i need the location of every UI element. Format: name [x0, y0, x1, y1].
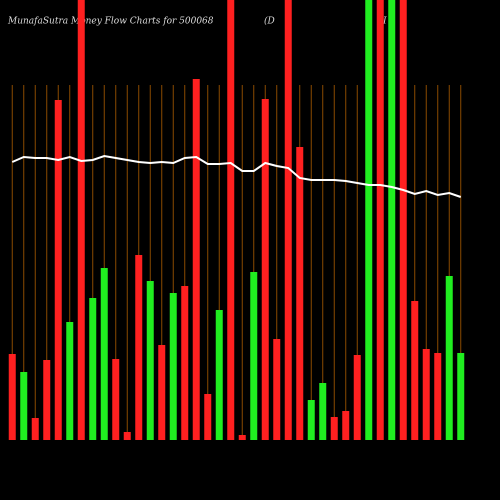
bar	[399, 0, 407, 440]
bar	[319, 383, 327, 440]
bar	[123, 432, 131, 440]
bar	[365, 0, 373, 440]
bar	[353, 355, 361, 440]
bar	[457, 353, 465, 440]
bar	[112, 359, 120, 440]
bar	[31, 418, 39, 440]
bar	[411, 301, 419, 440]
bar	[422, 349, 430, 440]
bar	[158, 345, 166, 440]
bar	[273, 339, 281, 440]
chart-title: MunafaSutra Money Flow Charts for 500068	[7, 17, 214, 27]
bar	[261, 99, 269, 440]
bar	[100, 268, 108, 440]
bar	[146, 281, 154, 440]
bar	[342, 411, 350, 440]
chart-subtitle: (D	[264, 16, 275, 27]
bar	[54, 100, 62, 440]
bar	[434, 353, 442, 440]
bar	[192, 79, 200, 440]
bar	[307, 400, 315, 440]
bar	[66, 322, 74, 440]
plot-area	[8, 0, 465, 440]
bar	[376, 0, 384, 440]
bar	[77, 0, 85, 440]
bar	[227, 0, 235, 440]
annotation: I	[382, 17, 387, 27]
bar	[43, 360, 51, 440]
bar	[89, 298, 97, 440]
bar	[169, 293, 177, 440]
bar	[296, 147, 304, 440]
bar	[215, 310, 223, 440]
bar	[445, 276, 453, 440]
line	[11, 154, 462, 198]
bar	[284, 0, 292, 440]
bar	[8, 354, 16, 440]
bar	[238, 435, 246, 440]
bar	[388, 0, 396, 440]
bar	[204, 394, 212, 440]
bar	[20, 372, 28, 440]
bar	[181, 286, 189, 440]
bar	[135, 255, 143, 440]
bar	[330, 417, 338, 440]
bar	[250, 272, 258, 440]
